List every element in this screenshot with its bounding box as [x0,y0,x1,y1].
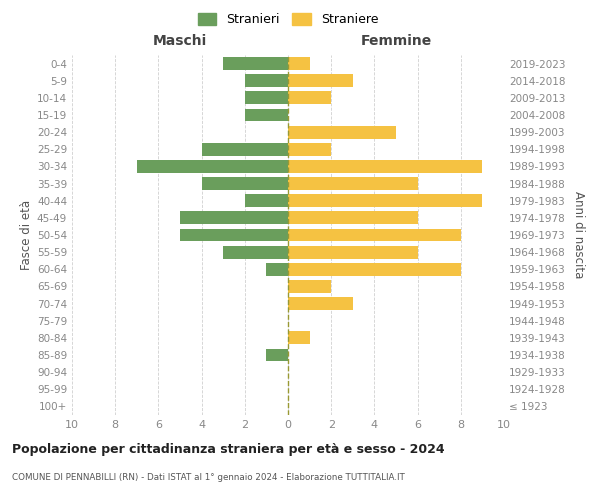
Text: Femmine: Femmine [361,34,431,48]
Bar [266,263,288,276]
Bar [288,280,331,293]
Bar [288,212,418,224]
Bar [288,160,482,173]
Bar [288,57,310,70]
Y-axis label: Fasce di età: Fasce di età [20,200,33,270]
Bar [288,177,418,190]
Bar [245,194,288,207]
Bar [137,160,288,173]
Bar [223,246,288,258]
Bar [288,126,396,138]
Bar [288,263,461,276]
Bar [245,92,288,104]
Bar [266,348,288,362]
Bar [288,332,310,344]
Bar [288,297,353,310]
Bar [288,194,482,207]
Bar [180,228,288,241]
Bar [202,177,288,190]
Bar [288,246,418,258]
Text: COMUNE DI PENNABILLI (RN) - Dati ISTAT al 1° gennaio 2024 - Elaborazione TUTTITA: COMUNE DI PENNABILLI (RN) - Dati ISTAT a… [12,472,405,482]
Bar [180,212,288,224]
Bar [288,74,353,87]
Bar [245,74,288,87]
Y-axis label: Anni di nascita: Anni di nascita [572,192,585,278]
Legend: Stranieri, Straniere: Stranieri, Straniere [193,8,383,31]
Text: Maschi: Maschi [153,34,207,48]
Bar [288,92,331,104]
Bar [288,228,461,241]
Text: Popolazione per cittadinanza straniera per età e sesso - 2024: Popolazione per cittadinanza straniera p… [12,442,445,456]
Bar [202,143,288,156]
Bar [223,57,288,70]
Bar [245,108,288,122]
Bar [288,143,331,156]
